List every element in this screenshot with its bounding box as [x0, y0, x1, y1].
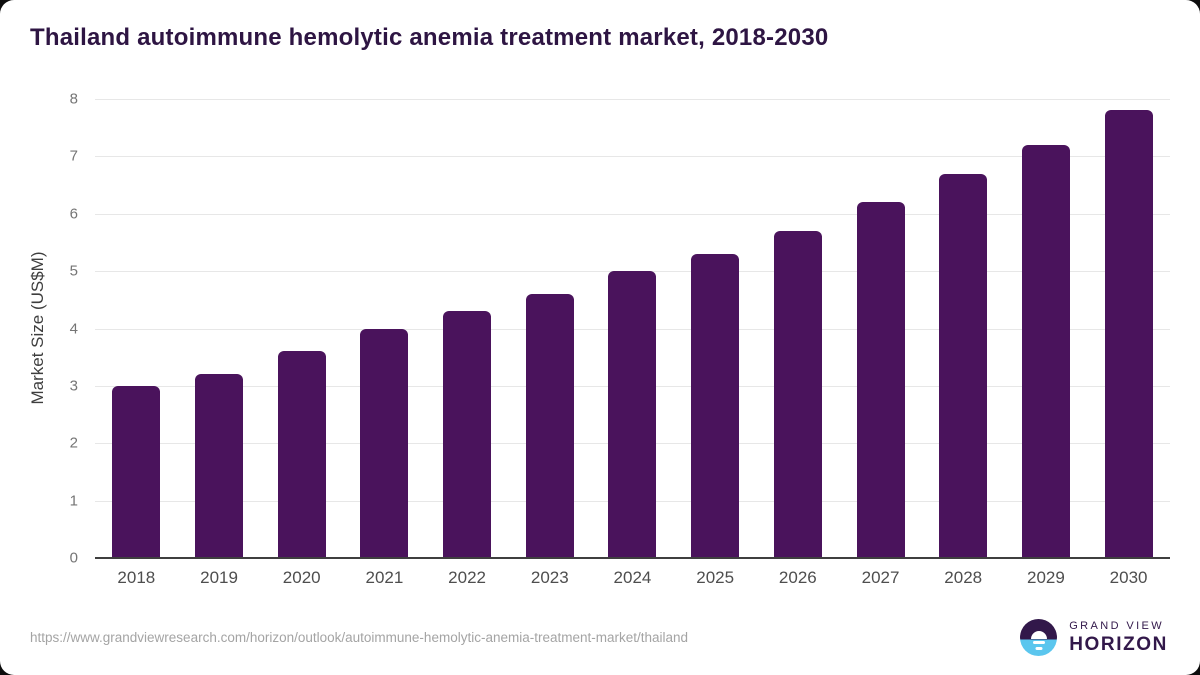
x-tick-label: 2027: [861, 568, 900, 587]
y-tick-label: 7: [69, 147, 78, 165]
bar-2030[interactable]: [1104, 110, 1153, 558]
y-tick-label: 3: [69, 377, 78, 395]
sun-reflection-bar: [1032, 641, 1045, 645]
x-tick-label: 2021: [365, 568, 404, 587]
bar-2023[interactable]: [525, 294, 574, 558]
sun-shape: [1030, 631, 1047, 640]
bar-series: [95, 99, 1170, 558]
chart-title: Thailand autoimmune hemolytic anemia tre…: [30, 24, 829, 51]
brand-text: GRAND VIEW HORIZON: [1069, 620, 1168, 655]
x-tick-label: 2029: [1026, 568, 1065, 587]
bar-2022[interactable]: [443, 311, 492, 558]
sun-reflection-bar: [1035, 646, 1043, 650]
bar-2018[interactable]: [112, 385, 161, 558]
bar-2021[interactable]: [360, 328, 409, 558]
x-tick-label: 2018: [117, 568, 156, 587]
bar-2028[interactable]: [939, 173, 988, 558]
y-tick-label: 8: [69, 90, 78, 108]
bar-2019[interactable]: [195, 374, 244, 558]
y-tick-label: 0: [69, 549, 78, 567]
x-tick-label: 2028: [944, 568, 983, 587]
y-tick-label: 6: [69, 205, 78, 223]
bar-2025[interactable]: [691, 253, 740, 558]
y-tick-label: 1: [69, 492, 78, 510]
bar-2029[interactable]: [1021, 144, 1070, 558]
bar-2020[interactable]: [277, 351, 326, 558]
x-axis-tick-labels: 2018 2019 2020 2021 2022 2023 2024 2025 2026 2027…: [95, 568, 1170, 588]
bar-2024[interactable]: [608, 271, 657, 558]
x-tick-label: 2030: [1109, 568, 1148, 587]
x-axis-line: [95, 557, 1170, 559]
plot-area: 0 1 2 3 4 5 6 7 8: [70, 91, 1170, 567]
source-url: https://www.grandviewresearch.com/horizo…: [30, 630, 689, 645]
x-tick-label: 2024: [613, 568, 652, 587]
horizon-sun-logo-icon: [1020, 619, 1058, 656]
gridline: [95, 99, 1170, 100]
x-tick-label: 2025: [696, 568, 735, 587]
brand-name-bottom: HORIZON: [1069, 634, 1168, 655]
x-tick-label: 2022: [448, 568, 486, 587]
gridline: [95, 156, 1170, 158]
x-tick-label: 2020: [282, 568, 321, 587]
bar-2027[interactable]: [856, 202, 905, 558]
x-tick-label: 2019: [200, 568, 238, 587]
y-tick-label: 2: [69, 434, 78, 452]
y-tick-label: 4: [69, 320, 78, 337]
bar-2026[interactable]: [773, 230, 822, 558]
brand-name-top: GRAND VIEW: [1069, 620, 1165, 632]
y-axis-title: Market Size (US$M): [28, 251, 47, 405]
brand-logo: GRAND VIEW HORIZON: [1020, 619, 1168, 656]
x-tick-label: 2026: [778, 568, 817, 587]
gridline: [95, 213, 1170, 215]
y-tick-label: 5: [69, 262, 78, 280]
x-tick-label: 2023: [530, 568, 569, 587]
